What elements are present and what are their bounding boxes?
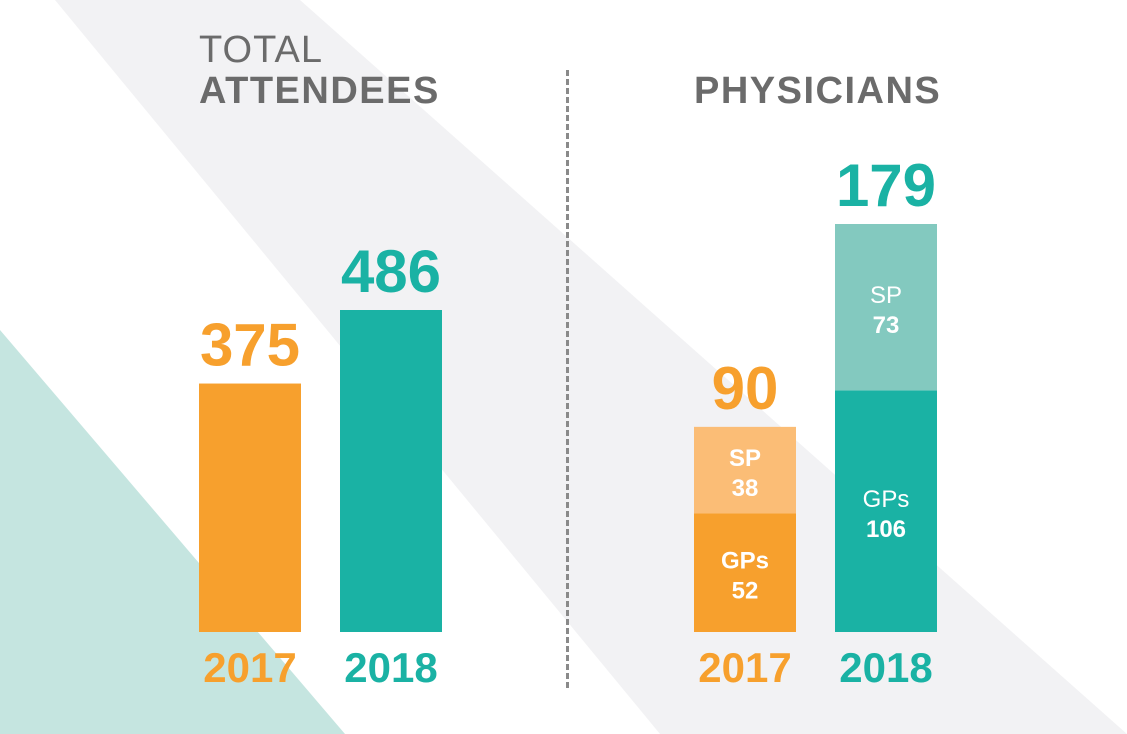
attendees-year-label-2018: 2018 (344, 644, 437, 691)
physicians-series-label-2018-gps: GPs (863, 486, 910, 513)
section-divider (566, 70, 569, 688)
physicians-value-label-2018-sp: 73 (873, 312, 900, 339)
attendees-value-label-2018: 486 (341, 238, 441, 305)
physicians-series-label-2017-gps: GPs (721, 548, 769, 575)
physicians-bar-2017-gps (694, 513, 796, 632)
attendees-title-line1: TOTAL (199, 29, 323, 71)
physicians-bar-2018-sp (835, 224, 937, 391)
physicians-total-label-2018: 179 (836, 152, 936, 219)
attendees-year-label-2017: 2017 (203, 644, 296, 691)
physicians-title: PHYSICIANS (694, 70, 942, 112)
physicians-bar-2018-gps (835, 390, 937, 632)
physicians-value-label-2017-gps: 52 (732, 578, 759, 605)
physicians-value-label-2017-sp: 38 (732, 475, 759, 502)
physicians-total-label-2017: 90 (712, 355, 779, 422)
physicians-year-label-2017: 2017 (698, 644, 791, 691)
physicians-series-label-2018-sp: SP (870, 282, 902, 309)
attendees-bar-2017 (199, 383, 301, 632)
attendees-value-label-2017: 375 (200, 312, 300, 379)
attendees-bar-2018 (340, 310, 442, 632)
physicians-value-label-2018-gps: 106 (866, 516, 906, 543)
physicians-series-label-2017-sp: SP (729, 445, 761, 472)
physicians-year-label-2018: 2018 (839, 644, 932, 691)
attendees-title-line2: ATTENDEES (199, 70, 440, 112)
background-teal-band (0, 330, 345, 734)
physicians-bar-2017-sp (694, 426, 796, 514)
